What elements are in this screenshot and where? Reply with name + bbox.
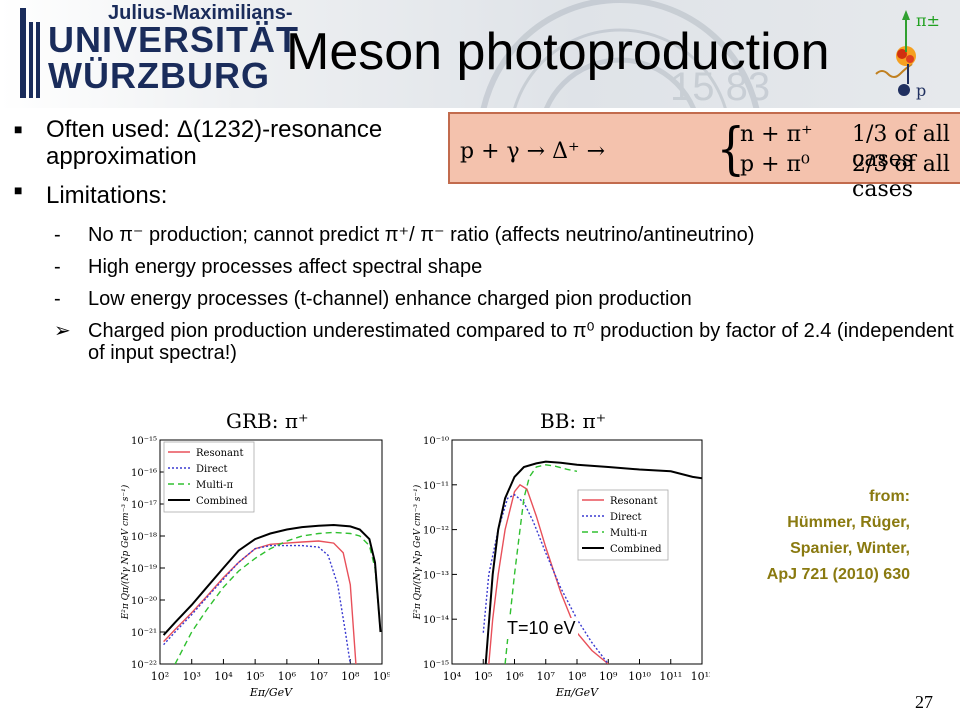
page-number: 27 xyxy=(915,692,933,712)
series-line-combined xyxy=(484,460,702,664)
legend-entry: Combined xyxy=(196,496,248,507)
bullet-text-1: Often used: Δ(1232)-resonance approximat… xyxy=(46,116,383,170)
legend-entry: Combined xyxy=(610,544,662,555)
y-tick-label: 10⁻¹⁷ xyxy=(131,500,157,511)
citation-credit: from: Hümmer, Rüger, Spanier, Winter, Ap… xyxy=(705,484,910,588)
series-line-combined xyxy=(162,523,382,636)
series-line-direct xyxy=(163,544,351,664)
x-tick-label: 10⁸ xyxy=(341,670,360,683)
x-tick-label: 10⁷ xyxy=(309,670,328,683)
legend-entry: Multi-π xyxy=(610,528,647,539)
header-background-pattern: 15 83 xyxy=(480,0,770,108)
university-logo-mark xyxy=(20,8,40,98)
x-tick-label: 10⁶ xyxy=(278,670,297,683)
equation-lhs: p + γ → Δ⁺ → xyxy=(460,139,605,164)
x-tick-label: 10⁹ xyxy=(373,670,390,683)
y-axis-label: E²π Qπ/(Nγ Np GeV cm⁻³ s⁻¹) xyxy=(120,484,131,620)
equation-row-2: p + π⁰ xyxy=(740,152,810,177)
y-tick-label: 10⁻²² xyxy=(131,660,157,671)
equation-brace: { xyxy=(716,117,746,182)
slide-header: 15 83 xyxy=(0,0,960,108)
logo-line-2: WÜRZBURG xyxy=(48,55,270,96)
sub-bullet-text-1: No π⁻ production; cannot predict π⁺/ π⁻ … xyxy=(88,224,755,246)
square-bullet-icon: ■ xyxy=(14,182,23,198)
x-tick-label: 10⁶ xyxy=(505,670,524,683)
legend-entry: Resonant xyxy=(610,496,657,507)
legend-entry: Direct xyxy=(196,464,228,475)
x-axis-label: Eπ/GeV xyxy=(555,686,599,699)
y-tick-label: 10⁻¹³ xyxy=(423,570,449,581)
logo-top-text: Julius-Maximilians- xyxy=(108,2,293,24)
credit-line-1: from: xyxy=(869,488,910,505)
pion-label: π± xyxy=(916,11,940,30)
series-line-resonant xyxy=(163,540,357,664)
legend-entry: Multi-π xyxy=(196,480,233,491)
y-tick-label: 10⁻¹⁹ xyxy=(131,564,157,575)
x-tick-label: 10³ xyxy=(183,670,201,683)
dash-bullet-icon: - xyxy=(54,224,61,246)
dash-bullet-icon: - xyxy=(54,288,61,310)
y-tick-label: 10⁻¹² xyxy=(423,526,449,537)
y-tick-label: 10⁻¹¹ xyxy=(423,481,449,492)
y-tick-label: 10⁻¹⁰ xyxy=(423,436,449,447)
equation-row-1: n + π⁺ xyxy=(740,122,813,147)
y-axis-label: E²π Qπ/(Nγ Np GeV cm⁻³ s⁻¹) xyxy=(412,484,423,620)
equation-box: p + γ → Δ⁺ → { n + π⁺ 1/3 of all cases p… xyxy=(448,112,960,202)
x-tick-label: 10⁵ xyxy=(246,670,264,683)
dash-bullet-icon: - xyxy=(54,256,61,278)
y-tick-label: 10⁻²⁰ xyxy=(131,596,157,607)
bb-chart: BB: π⁺ 10⁴ 10⁵ 10⁶ 10⁷ 10⁸ 10⁹ 10¹⁰ 10¹¹ 10¹² 10⁻¹… xyxy=(412,409,710,699)
y-tick-label: 10⁻¹⁵ xyxy=(131,436,157,447)
y-tick-label: 10⁻¹⁶ xyxy=(131,468,157,479)
credit-line-3: Spanier, Winter, xyxy=(790,540,910,557)
university-logo-text: UNIVERSITÄT WÜRZBURG xyxy=(48,22,299,94)
bullet-text-2: Limitations: xyxy=(46,182,168,209)
square-bullet-icon: ■ xyxy=(14,121,23,137)
credit-line-4: ApJ 721 (2010) 630 xyxy=(766,566,910,583)
equation-row-2-fraction: 2/3 of all cases xyxy=(852,152,950,202)
chart-title: GRB: π⁺ xyxy=(226,409,309,433)
temperature-annotation: T=10 eV xyxy=(505,618,578,639)
y-tick-label: 10⁻¹⁵ xyxy=(423,660,449,671)
x-tick-label: 10⁷ xyxy=(537,670,556,683)
x-tick-label: 10¹¹ xyxy=(659,670,682,683)
x-tick-label: 10¹⁰ xyxy=(628,670,651,683)
x-tick-label: 10¹² xyxy=(691,670,710,683)
legend-entry: Resonant xyxy=(196,448,243,459)
x-tick-label: 10⁵ xyxy=(474,670,492,683)
arrow-bullet-icon: ➢ xyxy=(54,320,71,342)
y-tick-label: 10⁻¹⁴ xyxy=(423,615,449,626)
x-axis-label: Eπ/GeV xyxy=(249,686,293,699)
x-tick-label: 10⁴ xyxy=(214,670,233,683)
sub-bullet-text-2: High energy processes affect spectral sh… xyxy=(88,256,483,278)
page-title: Meson photoproduction xyxy=(286,23,830,81)
series-line-multi xyxy=(504,464,578,664)
y-tick-label: 10⁻¹⁸ xyxy=(131,532,157,543)
equation-row-1-fraction: 1/3 of all cases xyxy=(852,122,950,172)
legend-entry: Direct xyxy=(610,512,642,523)
logo-line-1: UNIVERSITÄT xyxy=(48,19,300,60)
sub-bullet-text-3: Low energy processes (t-channel) enhance… xyxy=(88,288,692,310)
series-line-multi xyxy=(174,531,382,664)
y-tick-label: 10⁻²¹ xyxy=(131,628,157,639)
chart-title: BB: π⁺ xyxy=(540,409,606,433)
credit-line-2: Hümmer, Rüger, xyxy=(787,514,910,531)
x-tick-label: 10² xyxy=(151,670,169,683)
x-tick-label: 10⁸ xyxy=(568,670,587,683)
x-tick-label: 10⁹ xyxy=(599,670,618,683)
grb-chart: GRB: π⁺ 10² 10³ 10⁴ 10⁵ 10⁶ 10⁷ 10⁸ 10⁹ 10⁻¹⁵ 10⁻¹… xyxy=(120,409,390,699)
proton-label: p xyxy=(916,81,926,100)
x-tick-label: 10⁴ xyxy=(443,670,462,683)
photoproduction-diagram-icon: π± p xyxy=(875,10,940,100)
sub-bullet-text-4: Charged pion production underestimated c… xyxy=(88,320,954,364)
svg-text:15 83: 15 83 xyxy=(670,65,770,108)
